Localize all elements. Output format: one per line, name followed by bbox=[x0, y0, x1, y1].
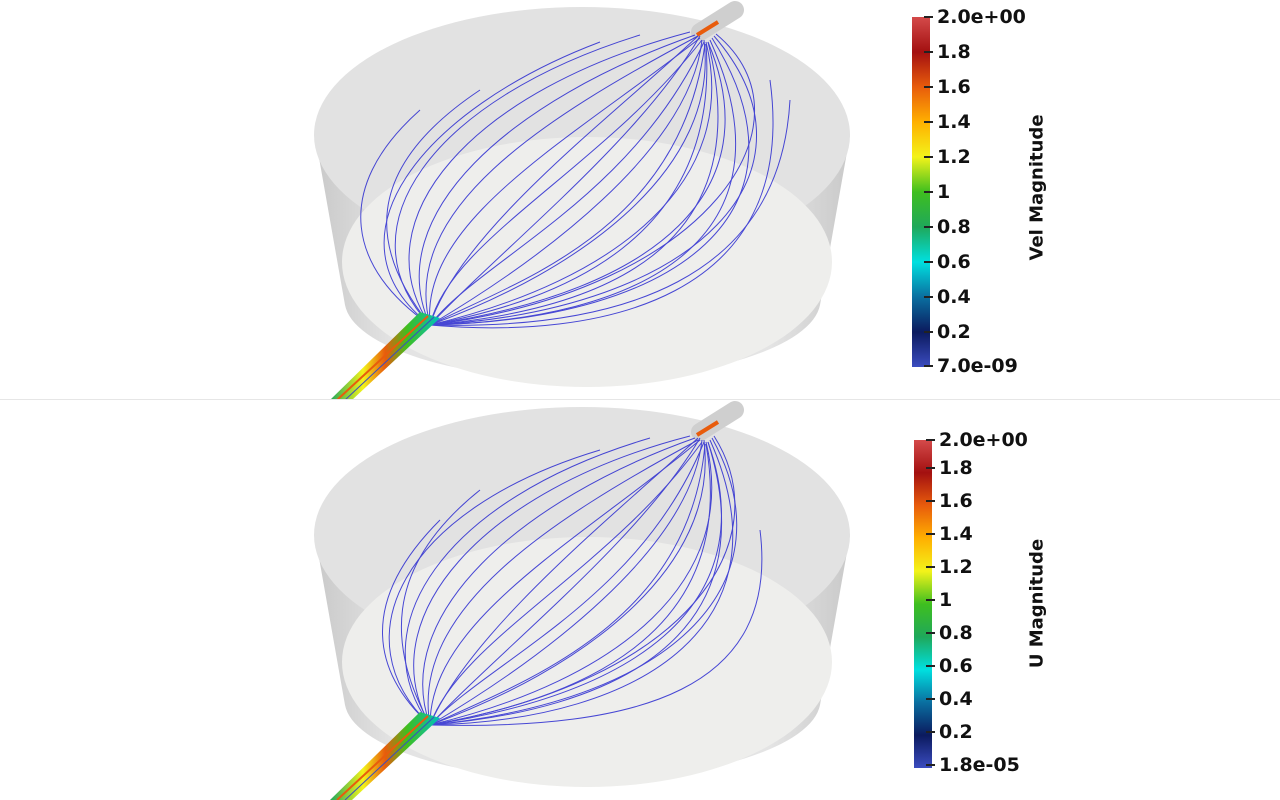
tank-cylinder bbox=[314, 7, 850, 387]
tick-label: 1.8 bbox=[939, 457, 973, 479]
tick: 1.8 bbox=[926, 458, 973, 478]
tick: 0.4 bbox=[926, 689, 973, 709]
tick: 0.6 bbox=[926, 656, 973, 676]
render-view-bottom[interactable]: 2.0e+00 1.8 1.6 1.4 1.2 1 0.8 0.6 0.4 0.… bbox=[0, 400, 1280, 800]
inlet-nozzle bbox=[691, 1, 744, 41]
tick: 1.4 bbox=[926, 524, 973, 544]
outlet-pipe bbox=[330, 712, 440, 800]
tick: 7.0e-09 bbox=[924, 356, 1018, 376]
tick-label: 2.0e+00 bbox=[939, 429, 1028, 451]
tick-label: 1.6 bbox=[937, 76, 971, 98]
tick: 1.2 bbox=[924, 147, 971, 167]
tick: 0.2 bbox=[926, 722, 973, 742]
colorbar-gradient bbox=[912, 17, 930, 367]
tick-label: 7.0e-09 bbox=[937, 355, 1018, 377]
scene-3d[interactable] bbox=[0, 400, 1280, 800]
tick-label: 1.8 bbox=[937, 41, 971, 63]
tick-label: 1.4 bbox=[937, 111, 971, 133]
tick: 2.0e+00 bbox=[924, 7, 1026, 27]
tick-label: 0.6 bbox=[937, 251, 971, 273]
tick: 1.8 bbox=[924, 42, 971, 62]
tick: 0.8 bbox=[926, 623, 973, 643]
tick: 1.8e-05 bbox=[926, 755, 1020, 775]
tick-label: 0.2 bbox=[939, 721, 973, 743]
tick-label: 1.2 bbox=[939, 556, 973, 578]
tick: 2.0e+00 bbox=[926, 430, 1028, 450]
tick-label: 1 bbox=[939, 589, 953, 611]
colorbar-title: Vel Magnitude bbox=[1026, 114, 1048, 261]
view-divider[interactable] bbox=[0, 399, 1280, 400]
tick: 1.6 bbox=[924, 77, 971, 97]
tick-label: 0.4 bbox=[937, 286, 971, 308]
tick: 1 bbox=[924, 182, 950, 202]
tick: 0.4 bbox=[924, 287, 971, 307]
tick-label: 0.8 bbox=[937, 216, 971, 238]
tick: 1.4 bbox=[924, 112, 971, 132]
streamlines bbox=[360, 31, 791, 329]
tick: 0.8 bbox=[924, 217, 971, 237]
tick-label: 0.8 bbox=[939, 622, 973, 644]
inlet-nozzle bbox=[691, 401, 744, 441]
tick-label: 1 bbox=[937, 181, 951, 203]
tick-label: 1.8e-05 bbox=[939, 754, 1020, 776]
tick: 1.6 bbox=[926, 491, 973, 511]
tank-cylinder bbox=[314, 407, 850, 787]
tick: 1.2 bbox=[926, 557, 973, 577]
tick-label: 0.6 bbox=[939, 655, 973, 677]
tick-label: 0.4 bbox=[939, 688, 973, 710]
tick-label: 0.2 bbox=[937, 321, 971, 343]
render-view-top[interactable]: 2.0e+00 1.8 1.6 1.4 1.2 1 0.8 0.6 0.4 0.… bbox=[0, 0, 1280, 400]
tick: 0.2 bbox=[924, 322, 971, 342]
tick-label: 1.6 bbox=[939, 490, 973, 512]
tick-label: 1.4 bbox=[939, 523, 973, 545]
outlet-pipe bbox=[330, 312, 440, 400]
tick-label: 1.2 bbox=[937, 146, 971, 168]
streamlines bbox=[382, 435, 763, 726]
tick: 0.6 bbox=[924, 252, 971, 272]
colorbar-title: U Magnitude bbox=[1026, 538, 1048, 669]
tick: 1 bbox=[926, 590, 952, 610]
colorbar-gradient bbox=[914, 440, 932, 768]
scene-3d[interactable] bbox=[0, 0, 1280, 400]
tick-label: 2.0e+00 bbox=[937, 6, 1026, 28]
